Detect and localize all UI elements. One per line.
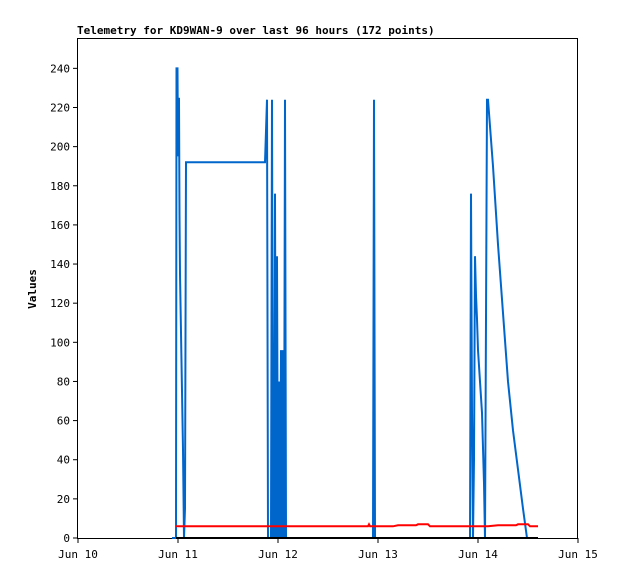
y-tick-label: 60 [57, 415, 70, 428]
series-2-line [176, 522, 538, 528]
y-tick-label: 240 [50, 62, 70, 75]
series-layer [172, 67, 538, 539]
y-tick-label: 20 [57, 493, 70, 506]
y-tick-label: 160 [50, 219, 70, 232]
y-tick-label: 120 [50, 297, 70, 310]
x-tick-label: Jun 11 [158, 548, 198, 561]
y-tick-label: 200 [50, 141, 70, 154]
x-axis: Jun 10 Jun 11 Jun 12 Jun 13 Jun 14 Jun 15 [58, 538, 598, 561]
y-tick-label: 0 [63, 532, 70, 545]
plot-area-frame [77, 38, 578, 539]
y-tick-label: 180 [50, 180, 70, 193]
y-axis: 0 20 40 60 80 100 120 140 160 180 200 220 240 [50, 62, 78, 545]
x-tick-label: Jun 14 [458, 548, 498, 561]
y-tick-label: 40 [57, 454, 70, 467]
y-tick-label: 80 [57, 375, 70, 388]
y-tick-label: 140 [50, 258, 70, 271]
chart-title: Telemetry for KD9WAN-9 over last 96 hour… [77, 24, 435, 37]
y-tick-label: 100 [50, 336, 70, 349]
x-tick-label: Jun 12 [258, 548, 298, 561]
x-tick-label: Jun 13 [358, 548, 398, 561]
x-tick-label: Jun 10 [58, 548, 98, 561]
y-tick-label: 220 [50, 101, 70, 114]
y-axis-label: Values [26, 269, 39, 309]
series-1-line [172, 67, 538, 539]
x-tick-label: Jun 15 [558, 548, 598, 561]
